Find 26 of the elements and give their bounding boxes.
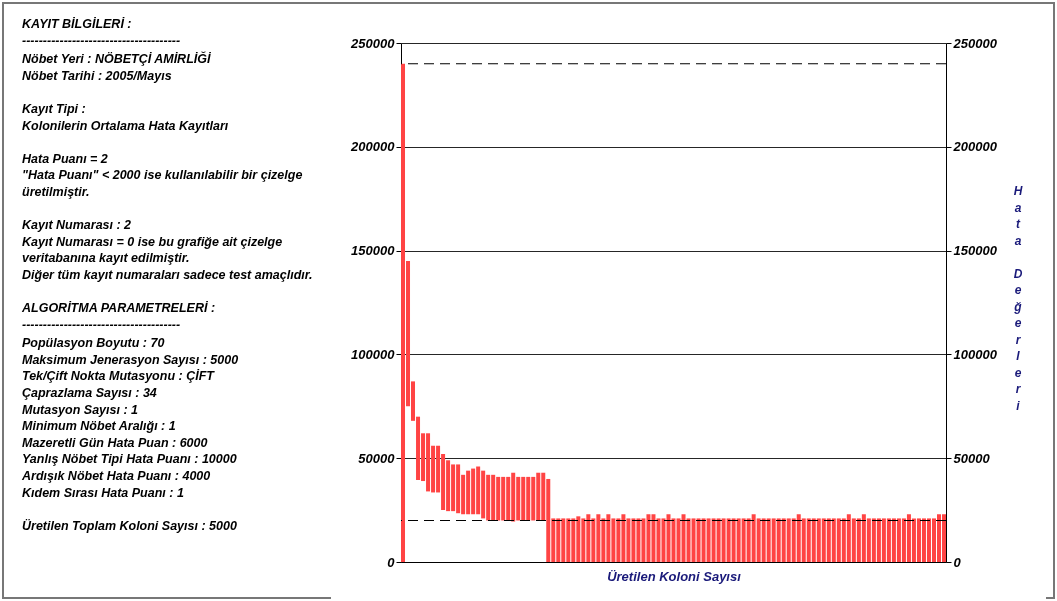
y2-tick-label: 150000 [953,243,998,259]
y2-tick-label: 0 [953,554,962,570]
y2-tick-label: 50000 [953,450,991,466]
y2-tick-label: 250000 [952,35,998,51]
y-tick-label: 0 [387,554,396,570]
text: -------------------------------------- [22,316,182,334]
text: Üretilen Toplam Koloni Sayısı : 5000 [22,517,238,535]
text: Hata Değerleri [1013,184,1023,413]
text: -------------------------------------- [22,32,182,50]
y2-tick-label: 200000 [952,139,998,155]
y2-tick-label: 100000 [953,346,998,362]
text: Kayıt Numarası : 2 Kayıt Numarası = 0 ise bu grafiğe ait çizelge veritabanına kayıt edilmiştir. Diğer tüm kayıt numaraları sadece test amaçlıdır. [22,217,314,284]
text: Kayıt Tipi : Kolonilerin Ortalama Hata Kayıtları [22,100,230,135]
y-tick-label: 250000 [350,35,396,51]
text: Hata Puanı = 2 "Hata Puanı" < 2000 ise kullanılabilir bir çizelge üretilmiştir. [22,150,304,201]
y-tick-label: 150000 [351,243,396,259]
text: Nöbet Yeri : NÖBETÇİ AMİRLİĞİ Nöbet Tarihi : 2005/Mayıs [22,51,212,85]
text: ALGORİTMA PARAMETRELERİ : [22,300,217,317]
y-tick-label: 50000 [358,450,396,466]
x-axis-title: Üretilen Koloni Sayısı [607,568,742,584]
text: KAYIT BİLGİLERİ : [22,16,133,33]
y-tick-label: 200000 [350,139,396,155]
bar [941,514,946,562]
bar [401,63,406,562]
text: Popülasyon Boyutu : 70 Maksimum Jenerasyon Sayısı : 5000 Tek/Çift Nokta Mutasyonu : ÇİFT Çaprazlama Sayısı : 34 Mutasyon Sayısı : 1 Minimum Nöbet Aralığı : 1 Mazeretli Gün Hata Puan : 6000 Yanlış Nöbet Tipi Hata Puanı : 10000 Ardışık Nöbet Hata Puanı : 4000 Kıdem Sırası Hata Puanı : 1 [22,336,239,500]
y-tick-label: 100000 [351,346,396,362]
